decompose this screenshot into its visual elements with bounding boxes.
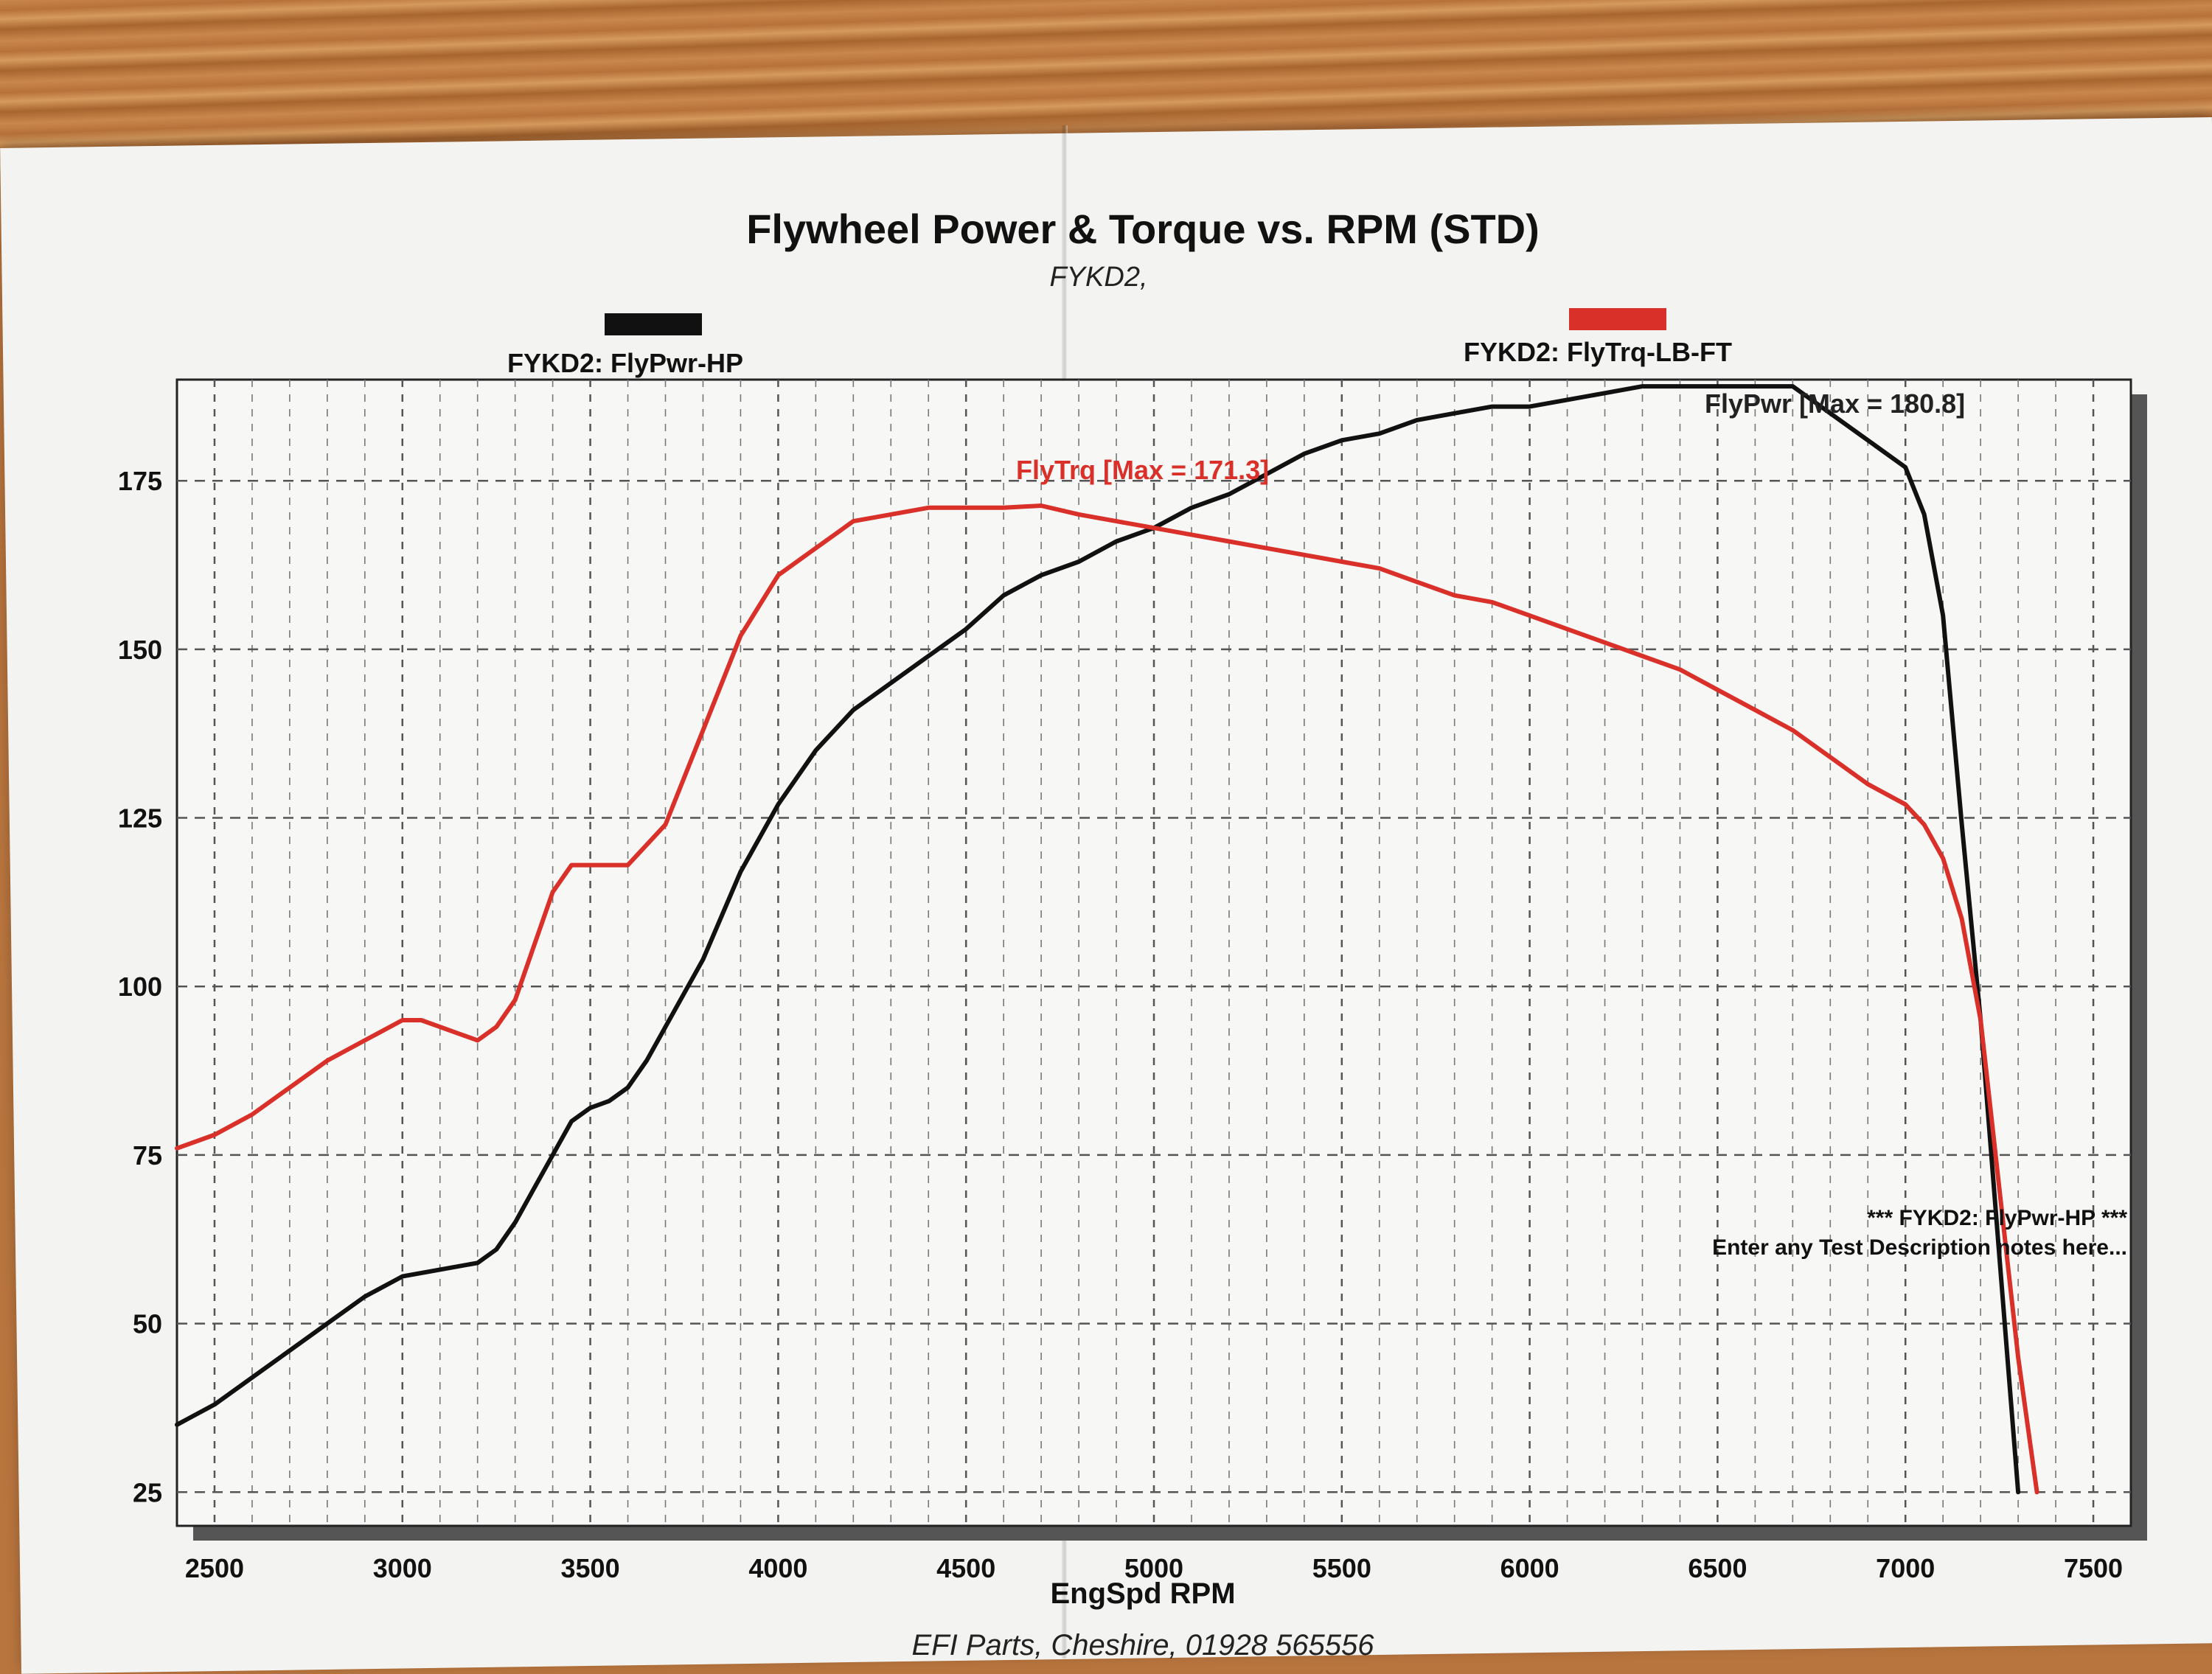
axis-ticks: 25 50 75 100 125 150 175 2500 3000 3500 4000 4500 50… (118, 466, 2123, 1583)
x-tick-label: 7000 (1876, 1553, 1935, 1583)
power-max-annotation: FlyPwr [Max = 180.8] (1705, 388, 1965, 419)
legend-swatch-power (605, 313, 702, 335)
series-lines (175, 384, 2039, 1495)
x-tick-label: 3000 (373, 1553, 432, 1583)
test-notes-header: *** FYKD2: FlyPwr-HP *** (1867, 1206, 2127, 1230)
x-tick-label: 7500 (2064, 1553, 2123, 1583)
x-tick-label: 6000 (1500, 1553, 1559, 1583)
plot-area (175, 378, 2132, 1527)
x-tick-label: 2500 (185, 1553, 244, 1583)
y-tick-label: 125 (118, 803, 162, 834)
torque-series-line (175, 503, 2039, 1495)
chart-subtitle: FYKD2, (1049, 262, 1147, 293)
x-tick-label: 4000 (748, 1553, 807, 1583)
y-tick-label: 25 (133, 1477, 162, 1507)
x-tick-label: 5500 (1312, 1553, 1371, 1583)
x-tick-label: 6500 (1688, 1553, 1747, 1583)
x-tick-label: 3500 (561, 1553, 620, 1583)
footer-text: EFI Parts, Cheshire, 01928 565556 (911, 1629, 1374, 1659)
grid-lines (177, 380, 2131, 1526)
test-notes-text: Enter any Test Description notes here... (1712, 1235, 2127, 1260)
x-tick-label: 4500 (936, 1553, 995, 1583)
y-tick-label: 100 (118, 972, 162, 1002)
power-series-line (175, 384, 2021, 1495)
y-tick-label: 150 (118, 635, 162, 665)
x-axis-label: EngSpd RPM (1050, 1577, 1235, 1610)
legend-label-torque: FYKD2: FlyTrq-LB-FT (1464, 337, 1732, 367)
y-tick-label: 75 (133, 1140, 162, 1171)
y-tick-label: 50 (133, 1309, 162, 1339)
legend-swatch-torque (1569, 308, 1666, 330)
torque-max-annotation: FlyTrq [Max = 171.3] (1016, 455, 1269, 485)
x-tick-label: 5000 (1124, 1553, 1183, 1583)
chart-title: Flywheel Power & Torque vs. RPM (STD) (746, 206, 1540, 252)
y-tick-label: 175 (118, 466, 162, 496)
legend-label-power: FYKD2: FlyPwr-HP (507, 348, 743, 378)
